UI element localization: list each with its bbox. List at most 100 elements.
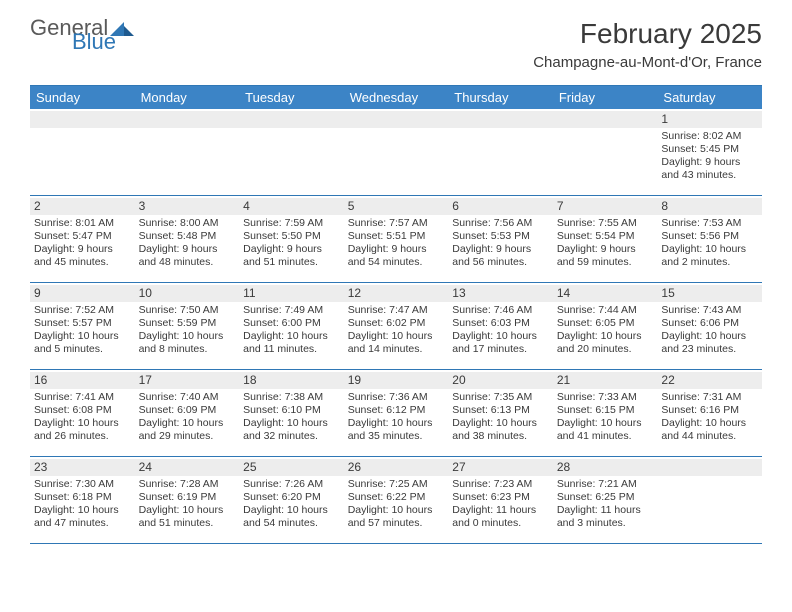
daylight-line: Daylight: 10 hours and 57 minutes. [348,504,445,530]
day-header: Friday [553,86,658,109]
daylight-line: Daylight: 10 hours and 35 minutes. [348,417,445,443]
location: Champagne-au-Mont-d'Or, France [533,54,762,71]
sunrise-line: Sunrise: 7:59 AM [243,217,340,230]
day-number: 9 [30,285,135,302]
day-cell: 20 Sunrise: 7:35 AMSunset: 6:13 PMDayligh… [448,370,553,456]
daylight-line: Daylight: 10 hours and 17 minutes. [452,330,549,356]
daylight-line: Daylight: 9 hours and 54 minutes. [348,243,445,269]
sunset-line: Sunset: 6:20 PM [243,491,340,504]
daylight-line: Daylight: 10 hours and 14 minutes. [348,330,445,356]
day-number: 11 [239,285,344,302]
sunrise-line: Sunrise: 7:52 AM [34,304,131,317]
header: General Blue February 2025 Champagne-au-… [0,0,792,77]
daylight-line: Daylight: 10 hours and 29 minutes. [139,417,236,443]
sunrise-line: Sunrise: 7:26 AM [243,478,340,491]
day-cell: 13Sunrise: 7:46 AMSunset: 6:03 PMDayligh… [448,283,553,369]
day-number: 25 [239,459,344,476]
sunrise-line: Sunrise: 7:43 AM [661,304,758,317]
daylight-line: Daylight: 9 hours and 43 minutes. [661,156,758,182]
day-number [239,111,344,128]
day-number: 2 [30,198,135,215]
sunset-line: Sunset: 6:22 PM [348,491,445,504]
day-header: Tuesday [239,86,344,109]
sunrise-line: Sunrise: 7:55 AM [557,217,654,230]
day-number: 26 [344,459,449,476]
day-number: 5 [344,198,449,215]
day-number: 3 [135,198,240,215]
day-number [553,111,658,128]
day-cell: 7Sunrise: 7:55 AMSunset: 5:54 PMDaylight… [553,196,658,282]
day-number: 1 [657,111,762,128]
week-row: 1 Sunrise: 8:02 AMSunset: 5:45 PMDaylight… [30,109,762,196]
sunset-line: Sunset: 6:13 PM [452,404,549,417]
sunset-line: Sunset: 6:03 PM [452,317,549,330]
sunset-line: Sunset: 6:12 PM [348,404,445,417]
day-cell [657,457,762,543]
week-row: 9Sunrise: 7:52 AMSunset: 5:57 PMDaylight… [30,283,762,370]
daylight-line: Daylight: 10 hours and 54 minutes. [243,504,340,530]
calendar: SundayMondayTuesdayWednesdayThursdayFrid… [30,85,762,544]
sunset-line: Sunset: 5:59 PM [139,317,236,330]
sunset-line: Sunset: 5:57 PM [34,317,131,330]
day-number [448,111,553,128]
sunset-line: Sunset: 6:08 PM [34,404,131,417]
daylight-line: Daylight: 9 hours and 51 minutes. [243,243,340,269]
day-number: 24 [135,459,240,476]
day-cell: 25 Sunrise: 7:26 AMSunset: 6:20 PMDayligh… [239,457,344,543]
sunset-line: Sunset: 6:19 PM [139,491,236,504]
day-number: 14 [553,285,658,302]
day-number: 8 [657,198,762,215]
daylight-line: Daylight: 10 hours and 8 minutes. [139,330,236,356]
daylight-line: Daylight: 9 hours and 48 minutes. [139,243,236,269]
day-cell: 11Sunrise: 7:49 AMSunset: 6:00 PMDayligh… [239,283,344,369]
day-cell: 3Sunrise: 8:00 AMSunset: 5:48 PMDaylight… [135,196,240,282]
daylight-line: Daylight: 10 hours and 44 minutes. [661,417,758,443]
daylight-line: Daylight: 10 hours and 38 minutes. [452,417,549,443]
sunrise-line: Sunrise: 8:02 AM [661,130,758,143]
day-header: Saturday [657,86,762,109]
week-row: 2Sunrise: 8:01 AMSunset: 5:47 PMDaylight… [30,196,762,283]
day-header: Monday [135,86,240,109]
sunset-line: Sunset: 6:00 PM [243,317,340,330]
day-cell: 28Sunrise: 7:21 AMSunset: 6:25 PMDayligh… [553,457,658,543]
sunrise-line: Sunrise: 7:38 AM [243,391,340,404]
daylight-line: Daylight: 11 hours and 3 minutes. [557,504,654,530]
sunrise-line: Sunrise: 7:31 AM [661,391,758,404]
day-number: 18 [239,372,344,389]
day-cell: 12Sunrise: 7:47 AMSunset: 6:02 PMDayligh… [344,283,449,369]
sunset-line: Sunset: 5:51 PM [348,230,445,243]
day-number: 16 [30,372,135,389]
day-cell: 5Sunrise: 7:57 AMSunset: 5:51 PMDaylight… [344,196,449,282]
sunrise-line: Sunrise: 7:25 AM [348,478,445,491]
day-cell [448,109,553,195]
sunset-line: Sunset: 6:18 PM [34,491,131,504]
day-cell [553,109,658,195]
week-row: 23 Sunrise: 7:30 AMSunset: 6:18 PM Dayligh… [30,457,762,544]
day-cell: 9 Sunrise: 7:52 AMSunset: 5:57 PMDaylight… [30,283,135,369]
day-header: Thursday [448,86,553,109]
day-header: Sunday [30,86,135,109]
day-number [30,111,135,128]
day-header: Wednesday [344,86,449,109]
day-number: 20 [448,372,553,389]
month-title: February 2025 [533,18,762,50]
sunrise-line: Sunrise: 7:53 AM [661,217,758,230]
sunrise-line: Sunrise: 7:36 AM [348,391,445,404]
day-cell: 4Sunrise: 7:59 AMSunset: 5:50 PMDaylight… [239,196,344,282]
daylight-line: Daylight: 10 hours and 23 minutes. [661,330,758,356]
sunrise-line: Sunrise: 7:28 AM [139,478,236,491]
sunrise-line: Sunrise: 7:30 AM [34,478,131,491]
day-cell: 1 Sunrise: 8:02 AMSunset: 5:45 PMDaylight… [657,109,762,195]
day-number: 13 [448,285,553,302]
day-number: 23 [30,459,135,476]
sunrise-line: Sunrise: 7:35 AM [452,391,549,404]
daylight-line: Daylight: 10 hours and 5 minutes. [34,330,131,356]
day-cell: 23Sunrise: 7:30 AMSunset: 6:18 PMDayligh… [30,457,135,543]
daylight-line: Daylight: 9 hours and 59 minutes. [557,243,654,269]
sunrise-line: Sunrise: 7:23 AM [452,478,549,491]
day-cell: 8Sunrise: 7:53 AMSunset: 5:56 PMDaylight… [657,196,762,282]
sunset-line: Sunset: 6:16 PM [661,404,758,417]
sunset-line: Sunset: 6:15 PM [557,404,654,417]
day-cell: 17Sunrise: 7:40 AMSunset: 6:09 PMDayligh… [135,370,240,456]
sunset-line: Sunset: 5:45 PM [661,143,758,156]
